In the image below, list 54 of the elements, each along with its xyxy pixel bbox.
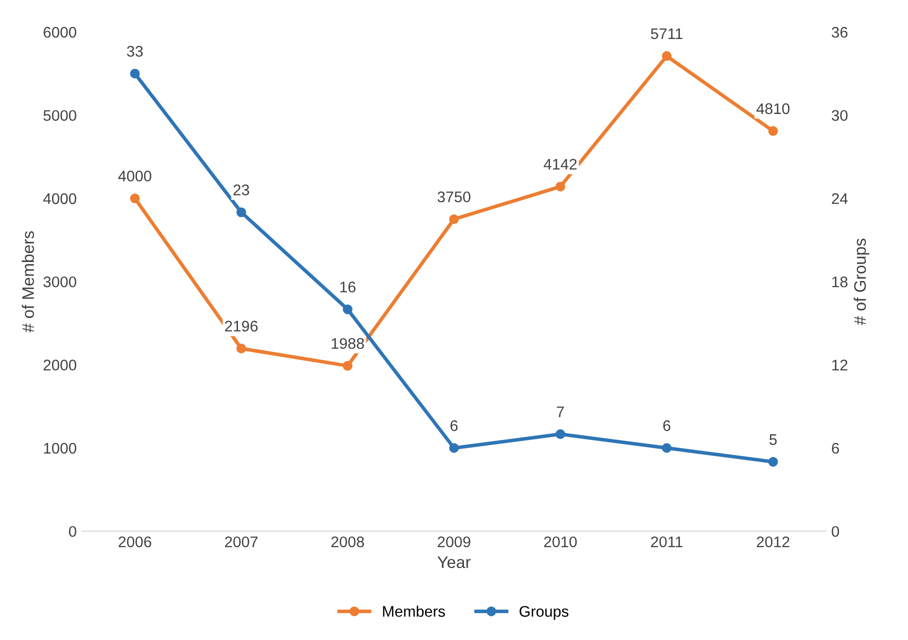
point xyxy=(768,126,778,136)
legend-label: Members xyxy=(383,606,445,617)
point xyxy=(662,51,672,61)
y-tick-label: 2000 xyxy=(44,360,76,370)
point xyxy=(449,214,459,224)
point xyxy=(662,443,672,453)
point xyxy=(556,429,566,439)
x-tick-label: 2008 xyxy=(331,536,364,548)
data-label: 33 xyxy=(126,46,143,57)
data-label: 6 xyxy=(663,420,670,432)
y-tick-label: 3000 xyxy=(43,276,76,288)
point xyxy=(342,304,352,314)
x-tick-label: 2010 xyxy=(544,536,577,548)
x-tick-label: 2012 xyxy=(756,536,790,548)
data-label: 5 xyxy=(769,434,777,445)
y-tick-label: 0 xyxy=(68,526,76,537)
point xyxy=(130,194,140,204)
data-label: 3750 xyxy=(438,191,470,202)
data-label: 4142 xyxy=(544,158,577,170)
x-tick-label: 2011 xyxy=(651,536,682,548)
point xyxy=(449,443,459,453)
y2-tick-label: 18 xyxy=(832,276,848,288)
point xyxy=(130,68,140,78)
data-label: 23 xyxy=(234,184,250,196)
point xyxy=(236,344,246,354)
y-axis-title: # of Members xyxy=(22,231,34,332)
data-label: 16 xyxy=(340,282,356,292)
data-label: 4000 xyxy=(118,170,152,182)
y2-tick-label: 36 xyxy=(832,26,848,38)
y-tick-label: 1000 xyxy=(44,442,76,454)
legend-label: Groups xyxy=(520,606,568,620)
point xyxy=(556,182,566,192)
y-tick-label: 4000 xyxy=(43,193,76,204)
y2-tick-label: 0 xyxy=(832,526,840,537)
data-label: 5711 xyxy=(650,28,682,40)
data-label: 1988 xyxy=(332,338,364,349)
y2-tick-label: 12 xyxy=(832,360,848,370)
point xyxy=(342,360,352,371)
data-label: 2196 xyxy=(225,320,258,332)
data-label: 7 xyxy=(556,406,564,418)
y2-axis-title: # of Groups xyxy=(854,238,870,326)
data-label: 6 xyxy=(450,420,458,432)
data-label: 4810 xyxy=(756,103,790,114)
y-tick-label: 5000 xyxy=(43,110,76,121)
point xyxy=(236,207,246,218)
y2-tick-label: 6 xyxy=(832,442,839,454)
y2-tick-label: 30 xyxy=(832,110,848,121)
y-tick-label: 6000 xyxy=(44,26,76,38)
point xyxy=(768,457,778,467)
x-tick-label: 2006 xyxy=(118,536,152,548)
x-tick-label: 2007 xyxy=(225,536,258,548)
x-axis-title: Year xyxy=(438,556,471,568)
y2-tick-label: 24 xyxy=(832,193,848,204)
x-tick-label: 2009 xyxy=(438,536,470,548)
